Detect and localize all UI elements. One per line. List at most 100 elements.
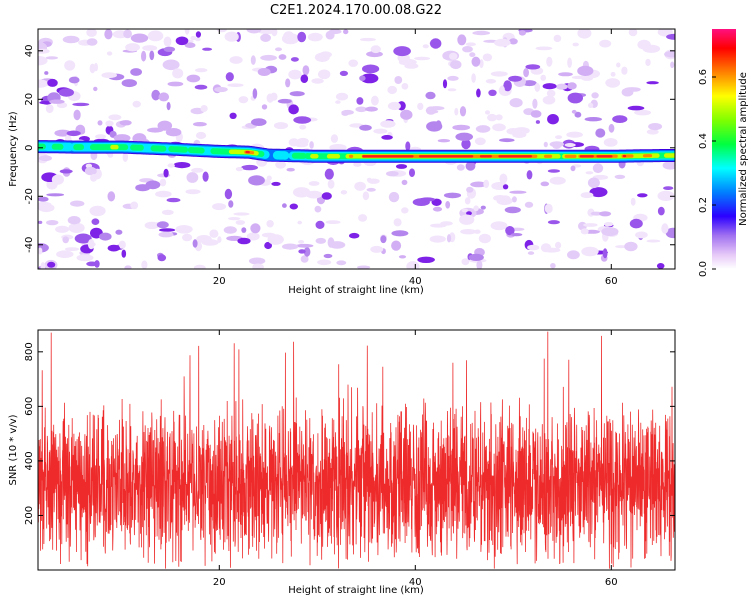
noise-blob: [142, 45, 158, 51]
noise-blob: [209, 229, 219, 238]
noise-blob: [564, 143, 576, 147]
noise-blob: [646, 239, 661, 243]
noise-blob: [250, 223, 261, 234]
noise-blob: [381, 135, 393, 140]
noise-blob: [417, 256, 435, 263]
noise-blob: [308, 181, 320, 186]
noise-blob: [637, 39, 651, 50]
spectrogram-panel: 20 40 60 -40 -20 0 20 40 Height of straight li…: [8, 28, 676, 296]
noise-blob: [99, 232, 112, 241]
noise-blob: [419, 197, 436, 202]
noise-blob: [627, 105, 645, 111]
colorbar-label: Normalized spectral amplitude: [738, 72, 749, 226]
noise-blob: [327, 179, 335, 189]
noise-blob: [184, 42, 196, 48]
noise-blob: [91, 218, 100, 225]
noise-blob: [282, 243, 299, 250]
y-tick-label: 20: [24, 93, 35, 106]
noise-blob: [446, 234, 452, 243]
noise-blob: [509, 98, 523, 108]
noise-blob: [86, 38, 98, 46]
noise-blob: [574, 111, 582, 118]
noise-blob: [130, 68, 143, 76]
noise-blob: [216, 29, 227, 33]
noise-blob: [666, 33, 675, 40]
noise-blob: [191, 167, 204, 173]
noise-blob: [321, 192, 332, 200]
noise-blob: [429, 110, 439, 114]
noise-blob: [38, 196, 49, 202]
y-tick-label: 800: [24, 342, 35, 361]
noise-blob: [583, 223, 598, 227]
noise-blob: [550, 263, 556, 269]
noise-blob: [646, 129, 659, 135]
noise-blob: [314, 52, 330, 62]
noise-blob: [56, 250, 74, 258]
noise-blob: [89, 205, 106, 217]
noise-blob: [115, 229, 123, 235]
noise-blob: [544, 203, 553, 214]
noise-blob: [504, 206, 521, 214]
noise-blob: [646, 81, 659, 85]
noise-blob: [252, 263, 264, 269]
noise-blob: [359, 75, 366, 81]
noise-blob: [547, 169, 561, 173]
noise-blob: [68, 222, 85, 233]
noise-blob: [476, 260, 483, 269]
noise-blob: [492, 123, 506, 132]
noise-blob: [664, 50, 675, 58]
noise-blob: [473, 205, 479, 212]
noise-blob: [315, 220, 325, 229]
noise-blob: [425, 91, 436, 100]
noise-blob: [449, 52, 458, 60]
noise-blob: [66, 130, 81, 137]
noise-blob: [190, 35, 197, 41]
noise-blob: [371, 95, 379, 106]
noise-blob: [552, 143, 562, 149]
noise-blob: [401, 207, 409, 214]
noise-blob: [404, 63, 419, 69]
noise-blob: [608, 123, 615, 133]
noise-blob: [635, 231, 648, 239]
noise-blob: [391, 240, 402, 251]
noise-blob: [49, 99, 65, 104]
noise-blob: [359, 37, 376, 42]
noise-blob: [167, 163, 175, 168]
noise-blob: [535, 46, 553, 51]
snr-frame: [37, 329, 676, 571]
noise-blob: [329, 144, 347, 151]
noise-blob: [460, 229, 477, 235]
noise-blob: [670, 61, 675, 69]
noise-blob: [523, 68, 529, 78]
noise-blob: [228, 217, 241, 221]
noise-blob: [250, 55, 256, 65]
noise-blob: [186, 74, 201, 83]
noise-blob: [273, 122, 289, 130]
snr-y-ticks: 200 400 600 800: [24, 342, 675, 525]
noise-blob: [283, 31, 295, 43]
y-tick-label: -20: [24, 188, 35, 204]
colorbar-tick-label: 0.2: [698, 197, 709, 213]
noise-blob: [275, 47, 282, 52]
noise-blob: [634, 109, 651, 116]
noise-blob: [175, 225, 193, 234]
noise-blob: [241, 227, 247, 233]
noise-blob: [471, 56, 481, 67]
figure-title: C2E1.2024.170.00.08.G22: [270, 3, 442, 18]
noise-blob: [584, 117, 602, 122]
noise-blob: [461, 208, 469, 213]
noise-blob: [540, 243, 552, 253]
noise-blob: [580, 228, 589, 235]
noise-blob: [87, 239, 95, 250]
noise-blob: [229, 112, 237, 120]
noise-blob: [275, 160, 286, 169]
noise-blob: [348, 59, 359, 67]
noise-blob: [461, 258, 470, 266]
noise-blob: [318, 69, 331, 80]
noise-blob: [599, 39, 612, 48]
noise-blob: [612, 115, 628, 123]
noise-blob: [340, 190, 348, 195]
noise-blob: [159, 228, 176, 232]
noise-blob: [349, 232, 360, 239]
noise-blob: [479, 59, 484, 69]
